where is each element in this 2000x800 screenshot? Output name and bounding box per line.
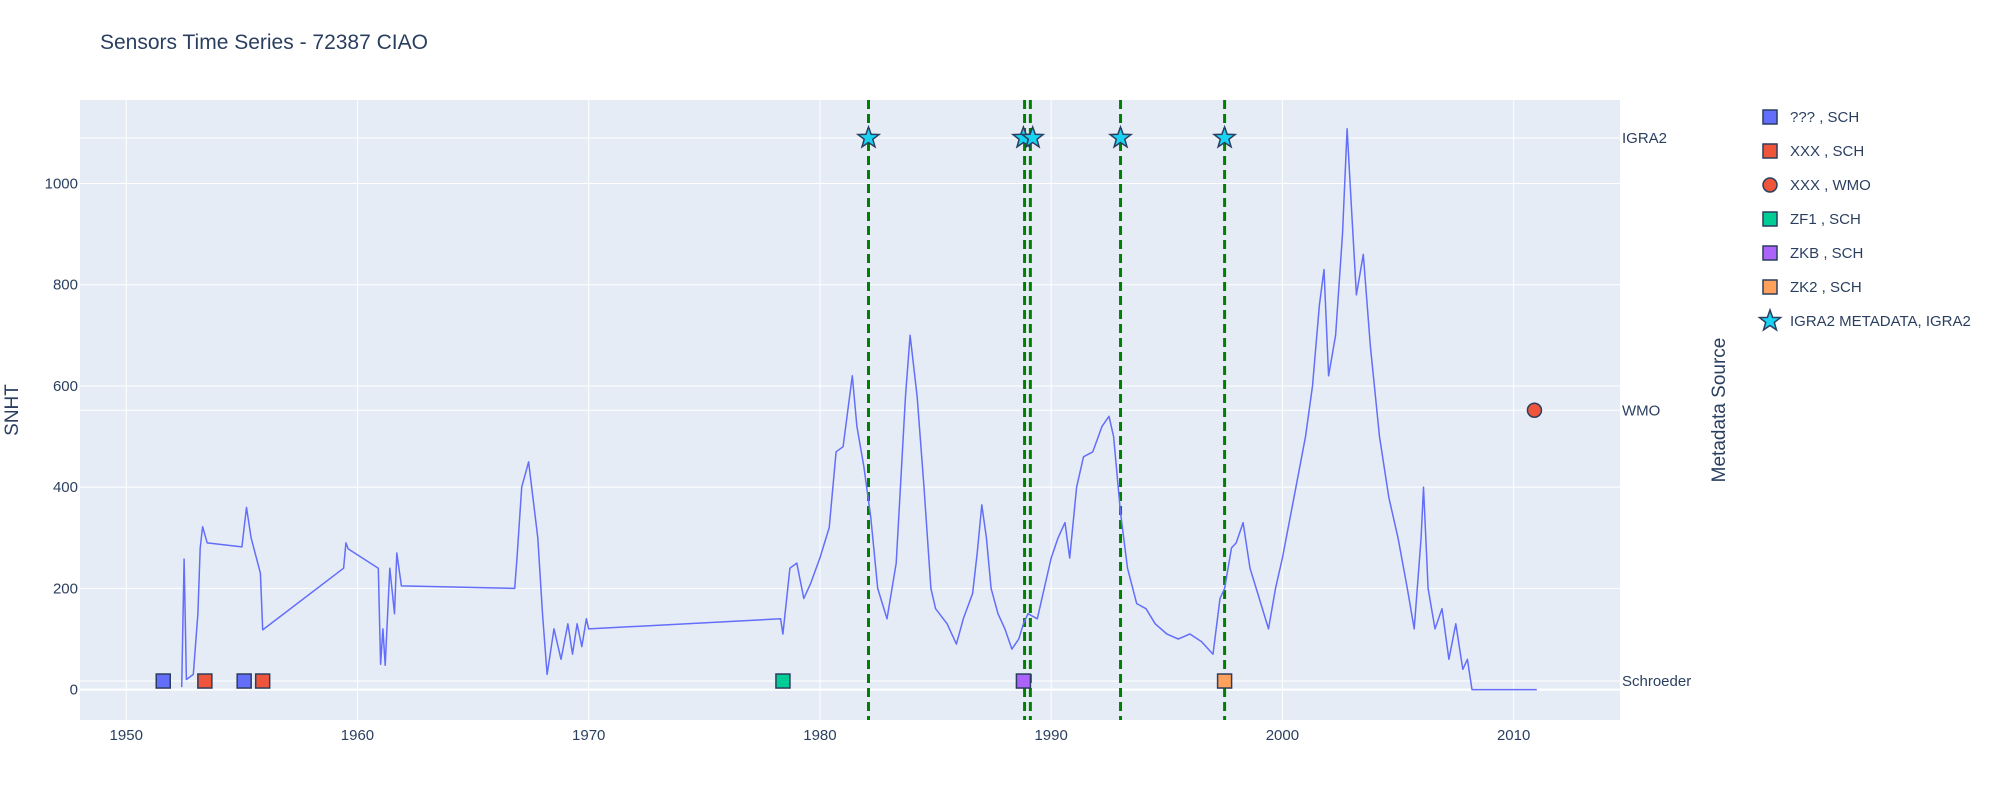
- legend-label: ZK2 , SCH: [1790, 279, 1862, 296]
- y2-tick-label: Schroeder: [1622, 673, 1691, 690]
- y2-tick-label: WMO: [1622, 402, 1660, 419]
- legend-swatch: [1762, 143, 1778, 159]
- x-tick-label: 2000: [1266, 727, 1299, 744]
- y-tick-label: 400: [53, 479, 78, 496]
- y2-tick-label: IGRA2: [1622, 130, 1667, 147]
- marker-point: [1211, 124, 1238, 149]
- x-tick-label: 1980: [803, 727, 836, 744]
- y-tick-label: 0: [70, 682, 78, 699]
- x-tick-label: 1950: [110, 727, 143, 744]
- marker-point: [1526, 402, 1543, 419]
- marker-point: [1020, 124, 1046, 149]
- legend-label: ZF1 , SCH: [1790, 211, 1861, 228]
- marker-point: [855, 124, 882, 149]
- series-layer: [180, 128, 1537, 691]
- legend: ??? , SCH XXX , SCH XXX , WMO ZF1 , SCH ZKB …: [1757, 109, 1971, 332]
- markers-layer: [155, 124, 1543, 689]
- x-axis-ticks: 1950 1960 1970 1980 1990 2000 2010: [110, 727, 1531, 744]
- marker-point: [1015, 673, 1032, 689]
- legend-swatch: [1762, 211, 1778, 227]
- legend-label: IGRA2 METADATA, IGRA2: [1790, 313, 1971, 330]
- legend-label: ??? , SCH: [1790, 109, 1859, 126]
- legend-swatch: [1762, 109, 1778, 125]
- legend-swatch: [1762, 245, 1778, 261]
- marker-point: [155, 673, 171, 689]
- chart-title: Sensors Time Series - 72387 CIAO: [100, 31, 428, 54]
- marker-point: [1216, 673, 1233, 689]
- marker-point: [254, 673, 271, 689]
- x-tick-label: 2010: [1497, 727, 1530, 744]
- y-axis-title: SNHT: [2, 384, 23, 436]
- legend-label: ZKB , SCH: [1790, 245, 1863, 262]
- legend-swatch: [1762, 177, 1778, 193]
- y2-axis-ticks: Schroeder WMO IGRA2: [1622, 130, 1691, 690]
- legend-label: XXX , WMO: [1790, 177, 1871, 194]
- snht-line: [180, 128, 1537, 691]
- marker-point: [197, 673, 213, 689]
- y-axis-ticks: 0 200 400 600 800 1000: [45, 176, 78, 699]
- y-tick-label: 1000: [45, 176, 78, 193]
- legend-label: XXX , SCH: [1790, 143, 1864, 160]
- y-tick-label: 800: [53, 277, 78, 294]
- y-tick-label: 200: [53, 580, 78, 597]
- vertical-lines: [866, 100, 1227, 720]
- legend-swatch: [1762, 279, 1778, 295]
- marker-point: [236, 673, 252, 689]
- y2-axis-title: Metadata Source: [1709, 338, 1730, 483]
- x-tick-label: 1970: [572, 727, 605, 744]
- x-tick-label: 1960: [341, 727, 374, 744]
- x-tick-label: 1990: [1034, 727, 1067, 744]
- legend-swatch: [1757, 307, 1783, 332]
- marker-point: [775, 673, 791, 689]
- y-tick-label: 600: [53, 378, 78, 395]
- grid: [80, 100, 1620, 720]
- marker-point: [1107, 124, 1134, 149]
